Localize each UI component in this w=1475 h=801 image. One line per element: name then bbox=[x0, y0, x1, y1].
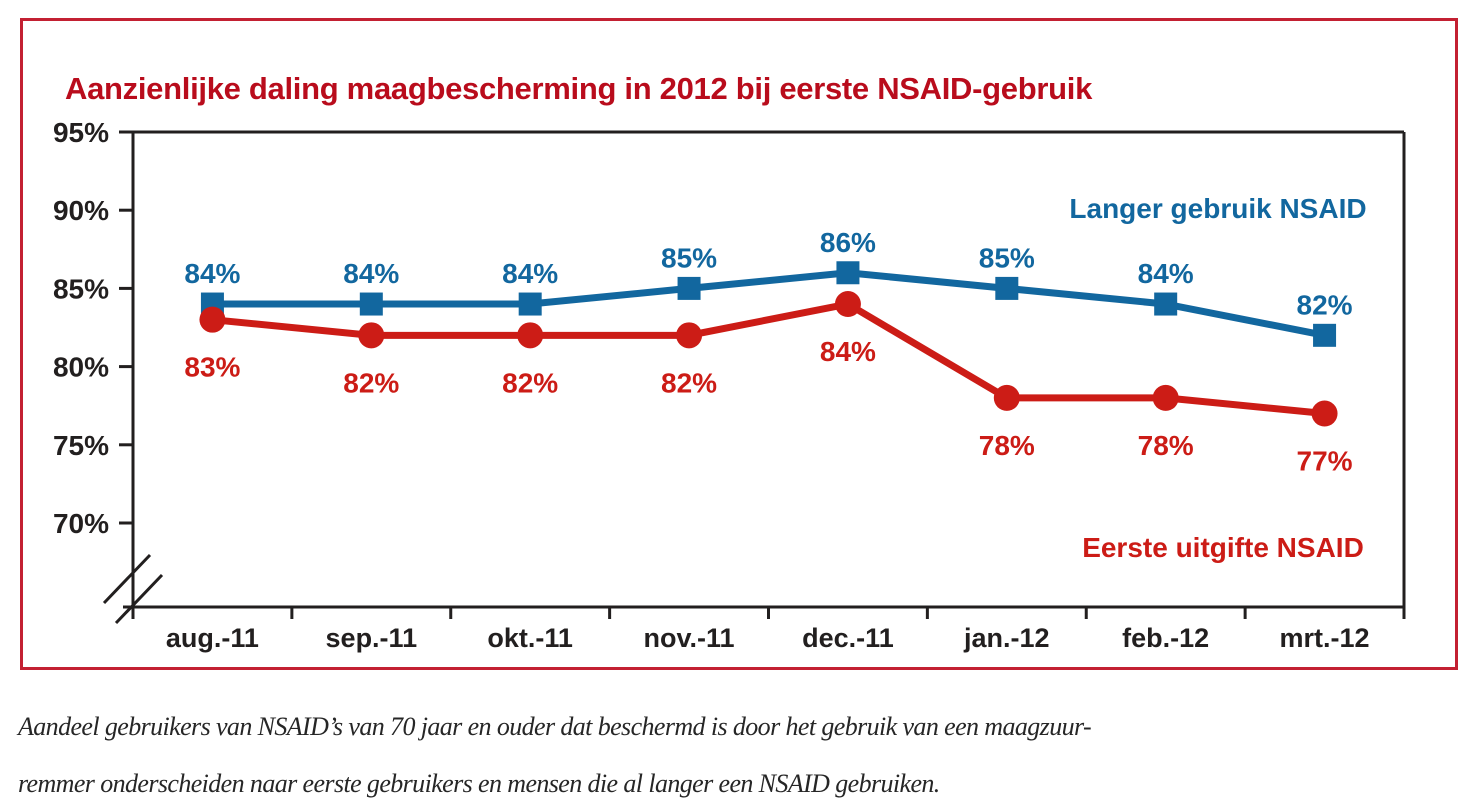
axis-break-icon bbox=[114, 573, 164, 625]
value-label-langer-gebruik-nsaid: 82% bbox=[1297, 289, 1353, 320]
data-point-marker-langer-gebruik-nsaid bbox=[1313, 323, 1337, 347]
data-point-marker-langer-gebruik-nsaid bbox=[359, 292, 383, 316]
legend-label-eerste-uitgifte-nsaid: Eerste uitgifte NSAID bbox=[1082, 532, 1364, 563]
data-point-marker-eerste-uitgifte-nsaid bbox=[676, 322, 703, 349]
value-label-eerste-uitgifte-nsaid: 82% bbox=[661, 367, 717, 398]
data-point-marker-eerste-uitgifte-nsaid bbox=[517, 322, 544, 349]
chart-panel: Aanzienlijke daling maagbescherming in 2… bbox=[20, 18, 1458, 670]
figure-caption: Aandeel gebruikers van NSAID’s van 70 ja… bbox=[18, 698, 1092, 801]
series-line-eerste-uitgifte-nsaid bbox=[212, 300, 1325, 418]
x-tick-label: mrt.-12 bbox=[1280, 623, 1370, 653]
value-label-eerste-uitgifte-nsaid: 83% bbox=[184, 352, 240, 383]
data-point-marker-eerste-uitgifte-nsaid bbox=[358, 322, 385, 349]
chart-title: Aanzienlijke daling maagbescherming in 2… bbox=[65, 71, 1093, 106]
data-point-marker-eerste-uitgifte-nsaid bbox=[1152, 384, 1179, 411]
line-chart: 95% 90% 85% 80% 75% 70% aug.-11 sep.-11 okt.-11 n… bbox=[53, 117, 1406, 653]
x-tick-label: sep.-11 bbox=[326, 623, 418, 653]
value-label-eerste-uitgifte-nsaid: 84% bbox=[820, 336, 876, 367]
x-tick-label: aug.-11 bbox=[166, 623, 259, 653]
y-tick-label: 85% bbox=[53, 273, 109, 304]
y-tick-label: 75% bbox=[53, 430, 109, 461]
y-tick-label: 70% bbox=[53, 508, 109, 539]
value-label-eerste-uitgifte-nsaid: 82% bbox=[343, 367, 399, 398]
value-label-langer-gebruik-nsaid: 85% bbox=[979, 242, 1035, 273]
data-point-marker-eerste-uitgifte-nsaid bbox=[1311, 400, 1338, 427]
data-point-marker-eerste-uitgifte-nsaid bbox=[199, 306, 226, 333]
value-label-langer-gebruik-nsaid: 84% bbox=[502, 258, 558, 289]
data-point-marker-langer-gebruik-nsaid bbox=[677, 276, 701, 300]
x-tick-label: feb.-12 bbox=[1122, 623, 1209, 653]
data-point-marker-eerste-uitgifte-nsaid bbox=[993, 384, 1020, 411]
data-point-marker-langer-gebruik-nsaid bbox=[1154, 292, 1178, 316]
y-tick-label: 95% bbox=[53, 117, 109, 148]
value-label-langer-gebruik-nsaid: 86% bbox=[820, 227, 876, 258]
caption-line-2: remmer onderscheiden naar eerste gebruik… bbox=[18, 769, 940, 798]
x-tick-label: nov.-11 bbox=[644, 623, 735, 653]
value-label-langer-gebruik-nsaid: 84% bbox=[343, 258, 399, 289]
series-line-langer-gebruik-nsaid bbox=[212, 269, 1326, 339]
x-tick-label: jan.-12 bbox=[963, 623, 1050, 653]
legend-label-langer-gebruik-nsaid: Langer gebruik NSAID bbox=[1069, 193, 1366, 224]
data-point-marker-langer-gebruik-nsaid bbox=[995, 276, 1019, 300]
data-point-marker-langer-gebruik-nsaid bbox=[836, 261, 860, 285]
caption-line-1: Aandeel gebruikers van NSAID’s van 70 ja… bbox=[18, 712, 1092, 741]
value-label-eerste-uitgifte-nsaid: 77% bbox=[1297, 446, 1353, 477]
value-label-eerste-uitgifte-nsaid: 82% bbox=[502, 367, 558, 398]
x-tick-label: okt.-11 bbox=[487, 623, 573, 653]
value-label-langer-gebruik-nsaid: 85% bbox=[661, 242, 717, 273]
data-point-marker-eerste-uitgifte-nsaid bbox=[834, 291, 861, 318]
value-label-eerste-uitgifte-nsaid: 78% bbox=[979, 430, 1035, 461]
value-label-eerste-uitgifte-nsaid: 78% bbox=[1138, 430, 1194, 461]
axis-break-icon bbox=[102, 553, 152, 605]
y-tick-label: 90% bbox=[53, 195, 109, 226]
y-tick-label: 80% bbox=[53, 352, 109, 383]
value-label-langer-gebruik-nsaid: 84% bbox=[184, 258, 240, 289]
value-label-langer-gebruik-nsaid: 84% bbox=[1138, 258, 1194, 289]
data-point-marker-langer-gebruik-nsaid bbox=[518, 292, 542, 316]
x-tick-label: dec.-11 bbox=[802, 623, 894, 653]
